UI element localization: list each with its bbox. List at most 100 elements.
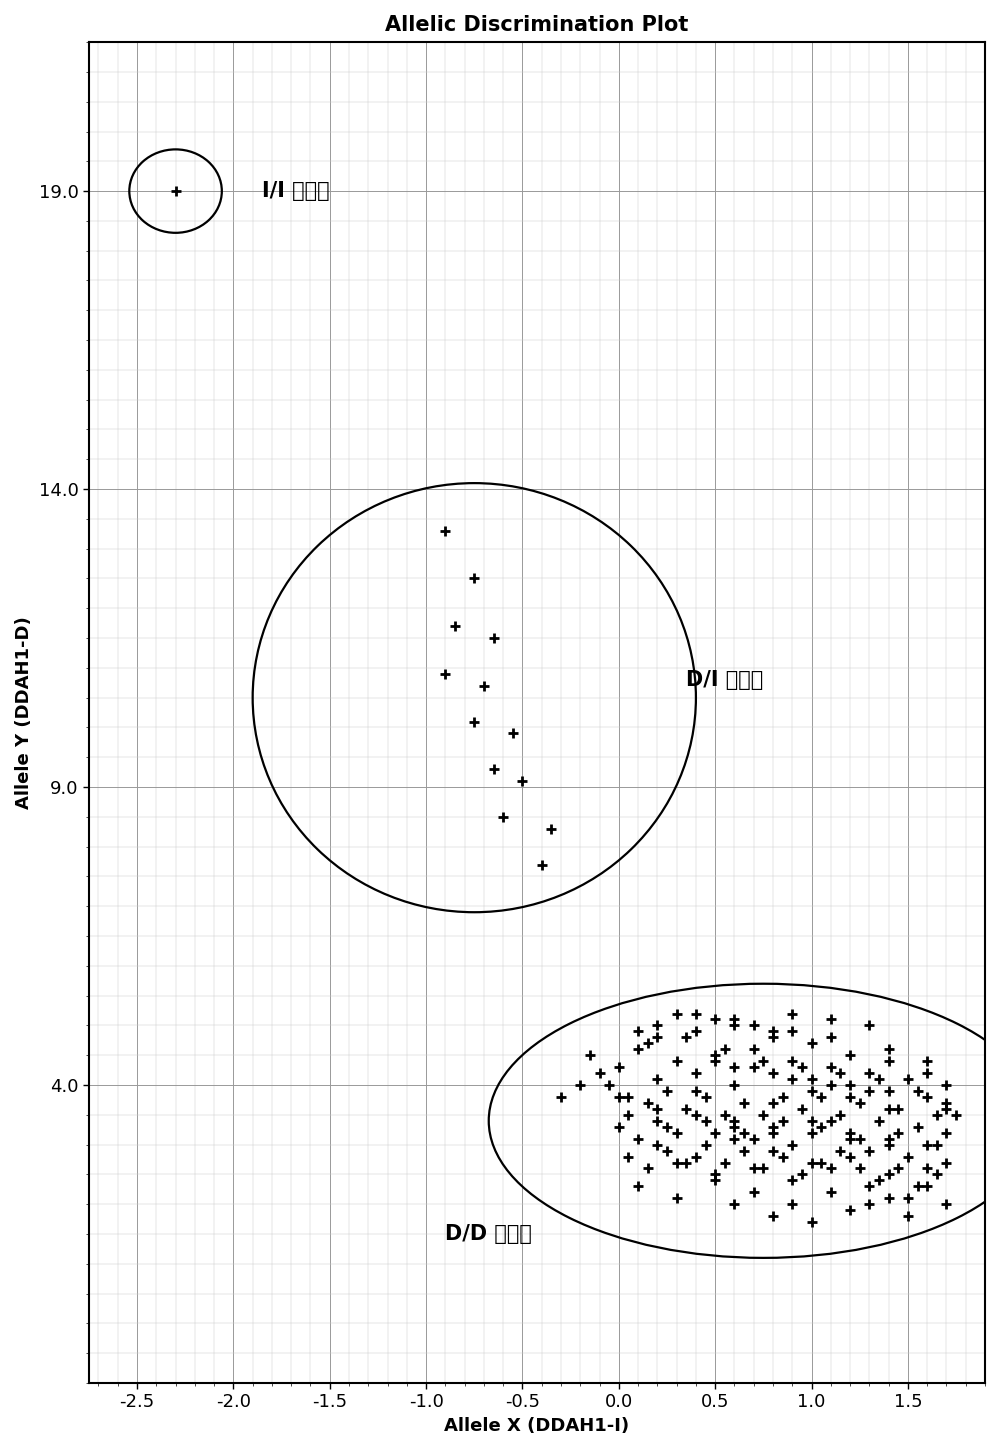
- Point: [765, 1205, 781, 1228]
- Point: [804, 1151, 820, 1174]
- Point: [726, 1056, 742, 1079]
- Point: [707, 1121, 723, 1144]
- Point: [649, 1109, 665, 1132]
- Point: [861, 1193, 877, 1217]
- Point: [717, 1151, 733, 1174]
- Point: [688, 1061, 704, 1085]
- Point: [736, 1092, 752, 1115]
- Point: [919, 1086, 935, 1109]
- Point: [890, 1098, 906, 1121]
- Point: [726, 1127, 742, 1150]
- Point: [495, 805, 511, 828]
- Point: [832, 1103, 848, 1127]
- Point: [514, 770, 530, 793]
- Point: [669, 1002, 685, 1025]
- Y-axis label: Allele Y (DDAH1-D): Allele Y (DDAH1-D): [15, 616, 33, 809]
- Point: [852, 1127, 868, 1150]
- Point: [611, 1086, 627, 1109]
- Point: [900, 1067, 916, 1090]
- Point: [707, 1008, 723, 1031]
- Point: [611, 1115, 627, 1138]
- Point: [726, 1008, 742, 1031]
- Point: [486, 626, 502, 650]
- Point: [746, 1127, 762, 1150]
- Point: [168, 180, 184, 203]
- Point: [842, 1086, 858, 1109]
- Title: Allelic Discrimination Plot: Allelic Discrimination Plot: [385, 14, 689, 35]
- Point: [437, 663, 453, 686]
- Point: [669, 1121, 685, 1144]
- Point: [466, 710, 482, 734]
- Point: [832, 1061, 848, 1085]
- Point: [630, 1174, 646, 1198]
- Point: [881, 1132, 897, 1156]
- Point: [620, 1146, 636, 1169]
- Text: D/I 杂合子: D/I 杂合子: [686, 670, 764, 690]
- Point: [938, 1098, 954, 1121]
- Point: [649, 1098, 665, 1121]
- Point: [765, 1115, 781, 1138]
- Point: [620, 1103, 636, 1127]
- Point: [726, 1073, 742, 1096]
- Point: [784, 1002, 800, 1025]
- Point: [823, 1056, 839, 1079]
- Point: [775, 1109, 791, 1132]
- Point: [688, 1146, 704, 1169]
- Point: [881, 1098, 897, 1121]
- Point: [726, 1014, 742, 1037]
- Point: [938, 1151, 954, 1174]
- Point: [900, 1186, 916, 1209]
- Point: [910, 1079, 926, 1102]
- Point: [620, 1086, 636, 1109]
- Point: [881, 1038, 897, 1061]
- Point: [900, 1146, 916, 1169]
- Point: [553, 1086, 569, 1109]
- X-axis label: Allele X (DDAH1-I): Allele X (DDAH1-I): [444, 1417, 629, 1435]
- Point: [784, 1067, 800, 1090]
- Point: [649, 1067, 665, 1090]
- Point: [726, 1193, 742, 1217]
- Point: [881, 1186, 897, 1209]
- Point: [871, 1067, 887, 1090]
- Point: [466, 567, 482, 590]
- Point: [910, 1115, 926, 1138]
- Point: [640, 1157, 656, 1180]
- Point: [832, 1140, 848, 1163]
- Point: [736, 1121, 752, 1144]
- Point: [871, 1109, 887, 1132]
- Point: [437, 519, 453, 542]
- Point: [582, 1044, 598, 1067]
- Point: [746, 1038, 762, 1061]
- Point: [823, 1073, 839, 1096]
- Point: [688, 1019, 704, 1043]
- Point: [813, 1115, 829, 1138]
- Point: [910, 1174, 926, 1198]
- Point: [726, 1115, 742, 1138]
- Point: [890, 1121, 906, 1144]
- Point: [669, 1186, 685, 1209]
- Point: [649, 1132, 665, 1156]
- Point: [717, 1103, 733, 1127]
- Point: [659, 1079, 675, 1102]
- Point: [630, 1019, 646, 1043]
- Point: [842, 1044, 858, 1067]
- Point: [698, 1109, 714, 1132]
- Point: [804, 1067, 820, 1090]
- Point: [948, 1103, 964, 1127]
- Point: [929, 1163, 945, 1186]
- Point: [823, 1025, 839, 1048]
- Point: [842, 1073, 858, 1096]
- Point: [765, 1025, 781, 1048]
- Point: [881, 1127, 897, 1150]
- Point: [659, 1115, 675, 1138]
- Point: [861, 1079, 877, 1102]
- Point: [929, 1132, 945, 1156]
- Point: [784, 1132, 800, 1156]
- Point: [611, 1056, 627, 1079]
- Point: [919, 1050, 935, 1073]
- Point: [890, 1157, 906, 1180]
- Point: [746, 1014, 762, 1037]
- Point: [640, 1092, 656, 1115]
- Point: [881, 1079, 897, 1102]
- Text: I/I 纯合子: I/I 纯合子: [262, 181, 330, 202]
